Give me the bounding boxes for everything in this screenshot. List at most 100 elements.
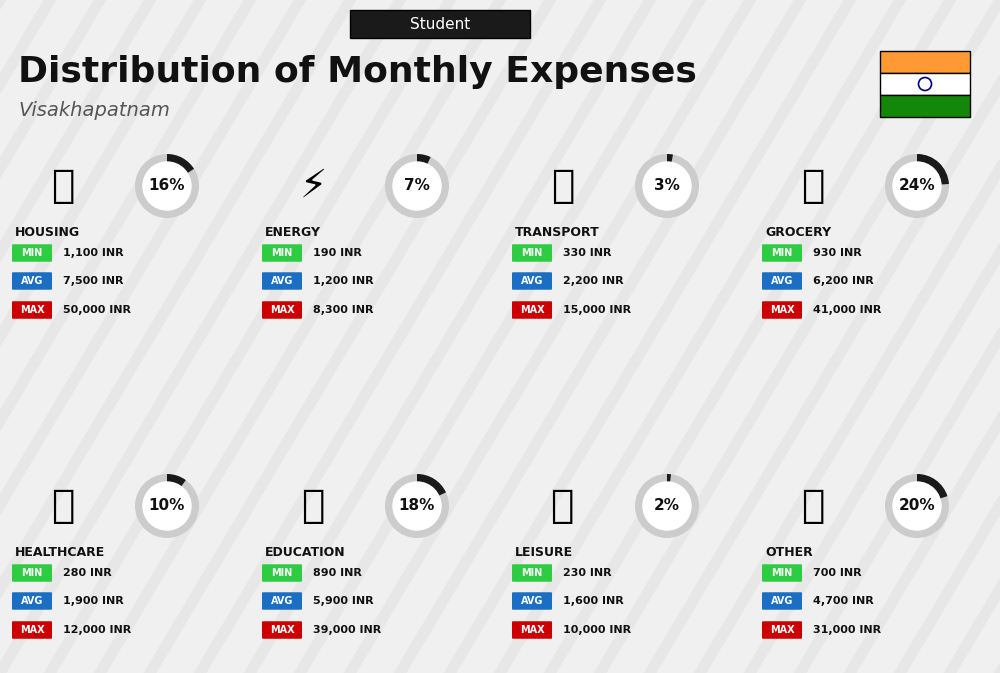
Text: 16%: 16%: [149, 178, 185, 194]
FancyBboxPatch shape: [762, 273, 802, 290]
FancyBboxPatch shape: [762, 302, 802, 319]
FancyBboxPatch shape: [262, 564, 302, 581]
FancyBboxPatch shape: [880, 73, 970, 95]
Text: 10,000 INR: 10,000 INR: [563, 625, 631, 635]
Text: 🎓: 🎓: [301, 487, 325, 525]
FancyBboxPatch shape: [880, 51, 970, 73]
Text: Student: Student: [410, 17, 470, 32]
Text: 50,000 INR: 50,000 INR: [63, 305, 131, 315]
Text: 5,900 INR: 5,900 INR: [313, 596, 374, 606]
Text: 2,200 INR: 2,200 INR: [563, 276, 624, 286]
Text: 1,600 INR: 1,600 INR: [563, 596, 624, 606]
Text: 15,000 INR: 15,000 INR: [563, 305, 631, 315]
Text: 7,500 INR: 7,500 INR: [63, 276, 123, 286]
Wedge shape: [917, 154, 949, 184]
FancyBboxPatch shape: [762, 621, 802, 639]
Text: 280 INR: 280 INR: [63, 568, 112, 578]
FancyBboxPatch shape: [262, 592, 302, 610]
Circle shape: [893, 482, 941, 530]
Text: MIN: MIN: [21, 568, 43, 578]
Wedge shape: [135, 474, 199, 538]
Wedge shape: [917, 474, 947, 499]
Text: 🛒: 🛒: [801, 167, 825, 205]
Text: MAX: MAX: [770, 305, 794, 315]
Text: 8,300 INR: 8,300 INR: [313, 305, 374, 315]
Wedge shape: [417, 154, 431, 164]
FancyBboxPatch shape: [512, 273, 552, 290]
Text: EDUCATION: EDUCATION: [265, 546, 346, 559]
Text: 190 INR: 190 INR: [313, 248, 362, 258]
FancyBboxPatch shape: [262, 273, 302, 290]
FancyBboxPatch shape: [512, 592, 552, 610]
Wedge shape: [385, 154, 449, 218]
Text: OTHER: OTHER: [765, 546, 813, 559]
Text: ⚡: ⚡: [299, 167, 327, 205]
Wedge shape: [635, 154, 699, 218]
Text: MAX: MAX: [770, 625, 794, 635]
Text: 6,200 INR: 6,200 INR: [813, 276, 874, 286]
FancyBboxPatch shape: [762, 564, 802, 581]
FancyBboxPatch shape: [12, 302, 52, 319]
Text: 41,000 INR: 41,000 INR: [813, 305, 881, 315]
Wedge shape: [667, 474, 671, 482]
Text: 2%: 2%: [654, 499, 680, 513]
Circle shape: [143, 482, 191, 530]
Text: MAX: MAX: [20, 305, 44, 315]
Text: MIN: MIN: [21, 248, 43, 258]
Text: AVG: AVG: [21, 596, 43, 606]
Text: MAX: MAX: [520, 625, 544, 635]
Text: MAX: MAX: [520, 305, 544, 315]
Text: 230 INR: 230 INR: [563, 568, 612, 578]
FancyBboxPatch shape: [350, 10, 530, 38]
Wedge shape: [167, 474, 186, 487]
Circle shape: [143, 162, 191, 210]
Text: 24%: 24%: [899, 178, 935, 194]
FancyBboxPatch shape: [512, 302, 552, 319]
Text: MIN: MIN: [771, 248, 793, 258]
Circle shape: [643, 482, 691, 530]
FancyBboxPatch shape: [762, 592, 802, 610]
Text: 1,100 INR: 1,100 INR: [63, 248, 124, 258]
Text: 930 INR: 930 INR: [813, 248, 862, 258]
Text: MIN: MIN: [771, 568, 793, 578]
Text: 7%: 7%: [404, 178, 430, 194]
Text: 31,000 INR: 31,000 INR: [813, 625, 881, 635]
Circle shape: [393, 162, 441, 210]
FancyBboxPatch shape: [262, 244, 302, 262]
Text: AVG: AVG: [521, 596, 543, 606]
Text: ENERGY: ENERGY: [265, 226, 321, 239]
Text: AVG: AVG: [271, 596, 293, 606]
Text: MAX: MAX: [20, 625, 44, 635]
Text: 💊: 💊: [51, 487, 75, 525]
Text: AVG: AVG: [271, 276, 293, 286]
Text: HOUSING: HOUSING: [15, 226, 80, 239]
Text: 1,200 INR: 1,200 INR: [313, 276, 374, 286]
Text: 🛍️: 🛍️: [551, 487, 575, 525]
Text: 12,000 INR: 12,000 INR: [63, 625, 131, 635]
Wedge shape: [167, 154, 194, 173]
FancyBboxPatch shape: [12, 273, 52, 290]
Text: LEISURE: LEISURE: [515, 546, 573, 559]
Text: MIN: MIN: [271, 248, 293, 258]
Wedge shape: [385, 474, 449, 538]
Text: 🚌: 🚌: [551, 167, 575, 205]
FancyBboxPatch shape: [12, 564, 52, 581]
FancyBboxPatch shape: [512, 564, 552, 581]
Text: 700 INR: 700 INR: [813, 568, 862, 578]
Text: TRANSPORT: TRANSPORT: [515, 226, 600, 239]
Text: 10%: 10%: [149, 499, 185, 513]
Text: AVG: AVG: [771, 276, 793, 286]
Text: Distribution of Monthly Expenses: Distribution of Monthly Expenses: [18, 55, 697, 89]
Text: GROCERY: GROCERY: [765, 226, 831, 239]
FancyBboxPatch shape: [880, 95, 970, 117]
FancyBboxPatch shape: [762, 244, 802, 262]
Text: MIN: MIN: [521, 568, 543, 578]
Text: AVG: AVG: [21, 276, 43, 286]
Text: 330 INR: 330 INR: [563, 248, 612, 258]
Text: 18%: 18%: [399, 499, 435, 513]
Text: 20%: 20%: [899, 499, 935, 513]
Text: Visakhapatnam: Visakhapatnam: [18, 101, 170, 120]
Text: AVG: AVG: [771, 596, 793, 606]
Text: 3%: 3%: [654, 178, 680, 194]
Wedge shape: [667, 154, 673, 162]
